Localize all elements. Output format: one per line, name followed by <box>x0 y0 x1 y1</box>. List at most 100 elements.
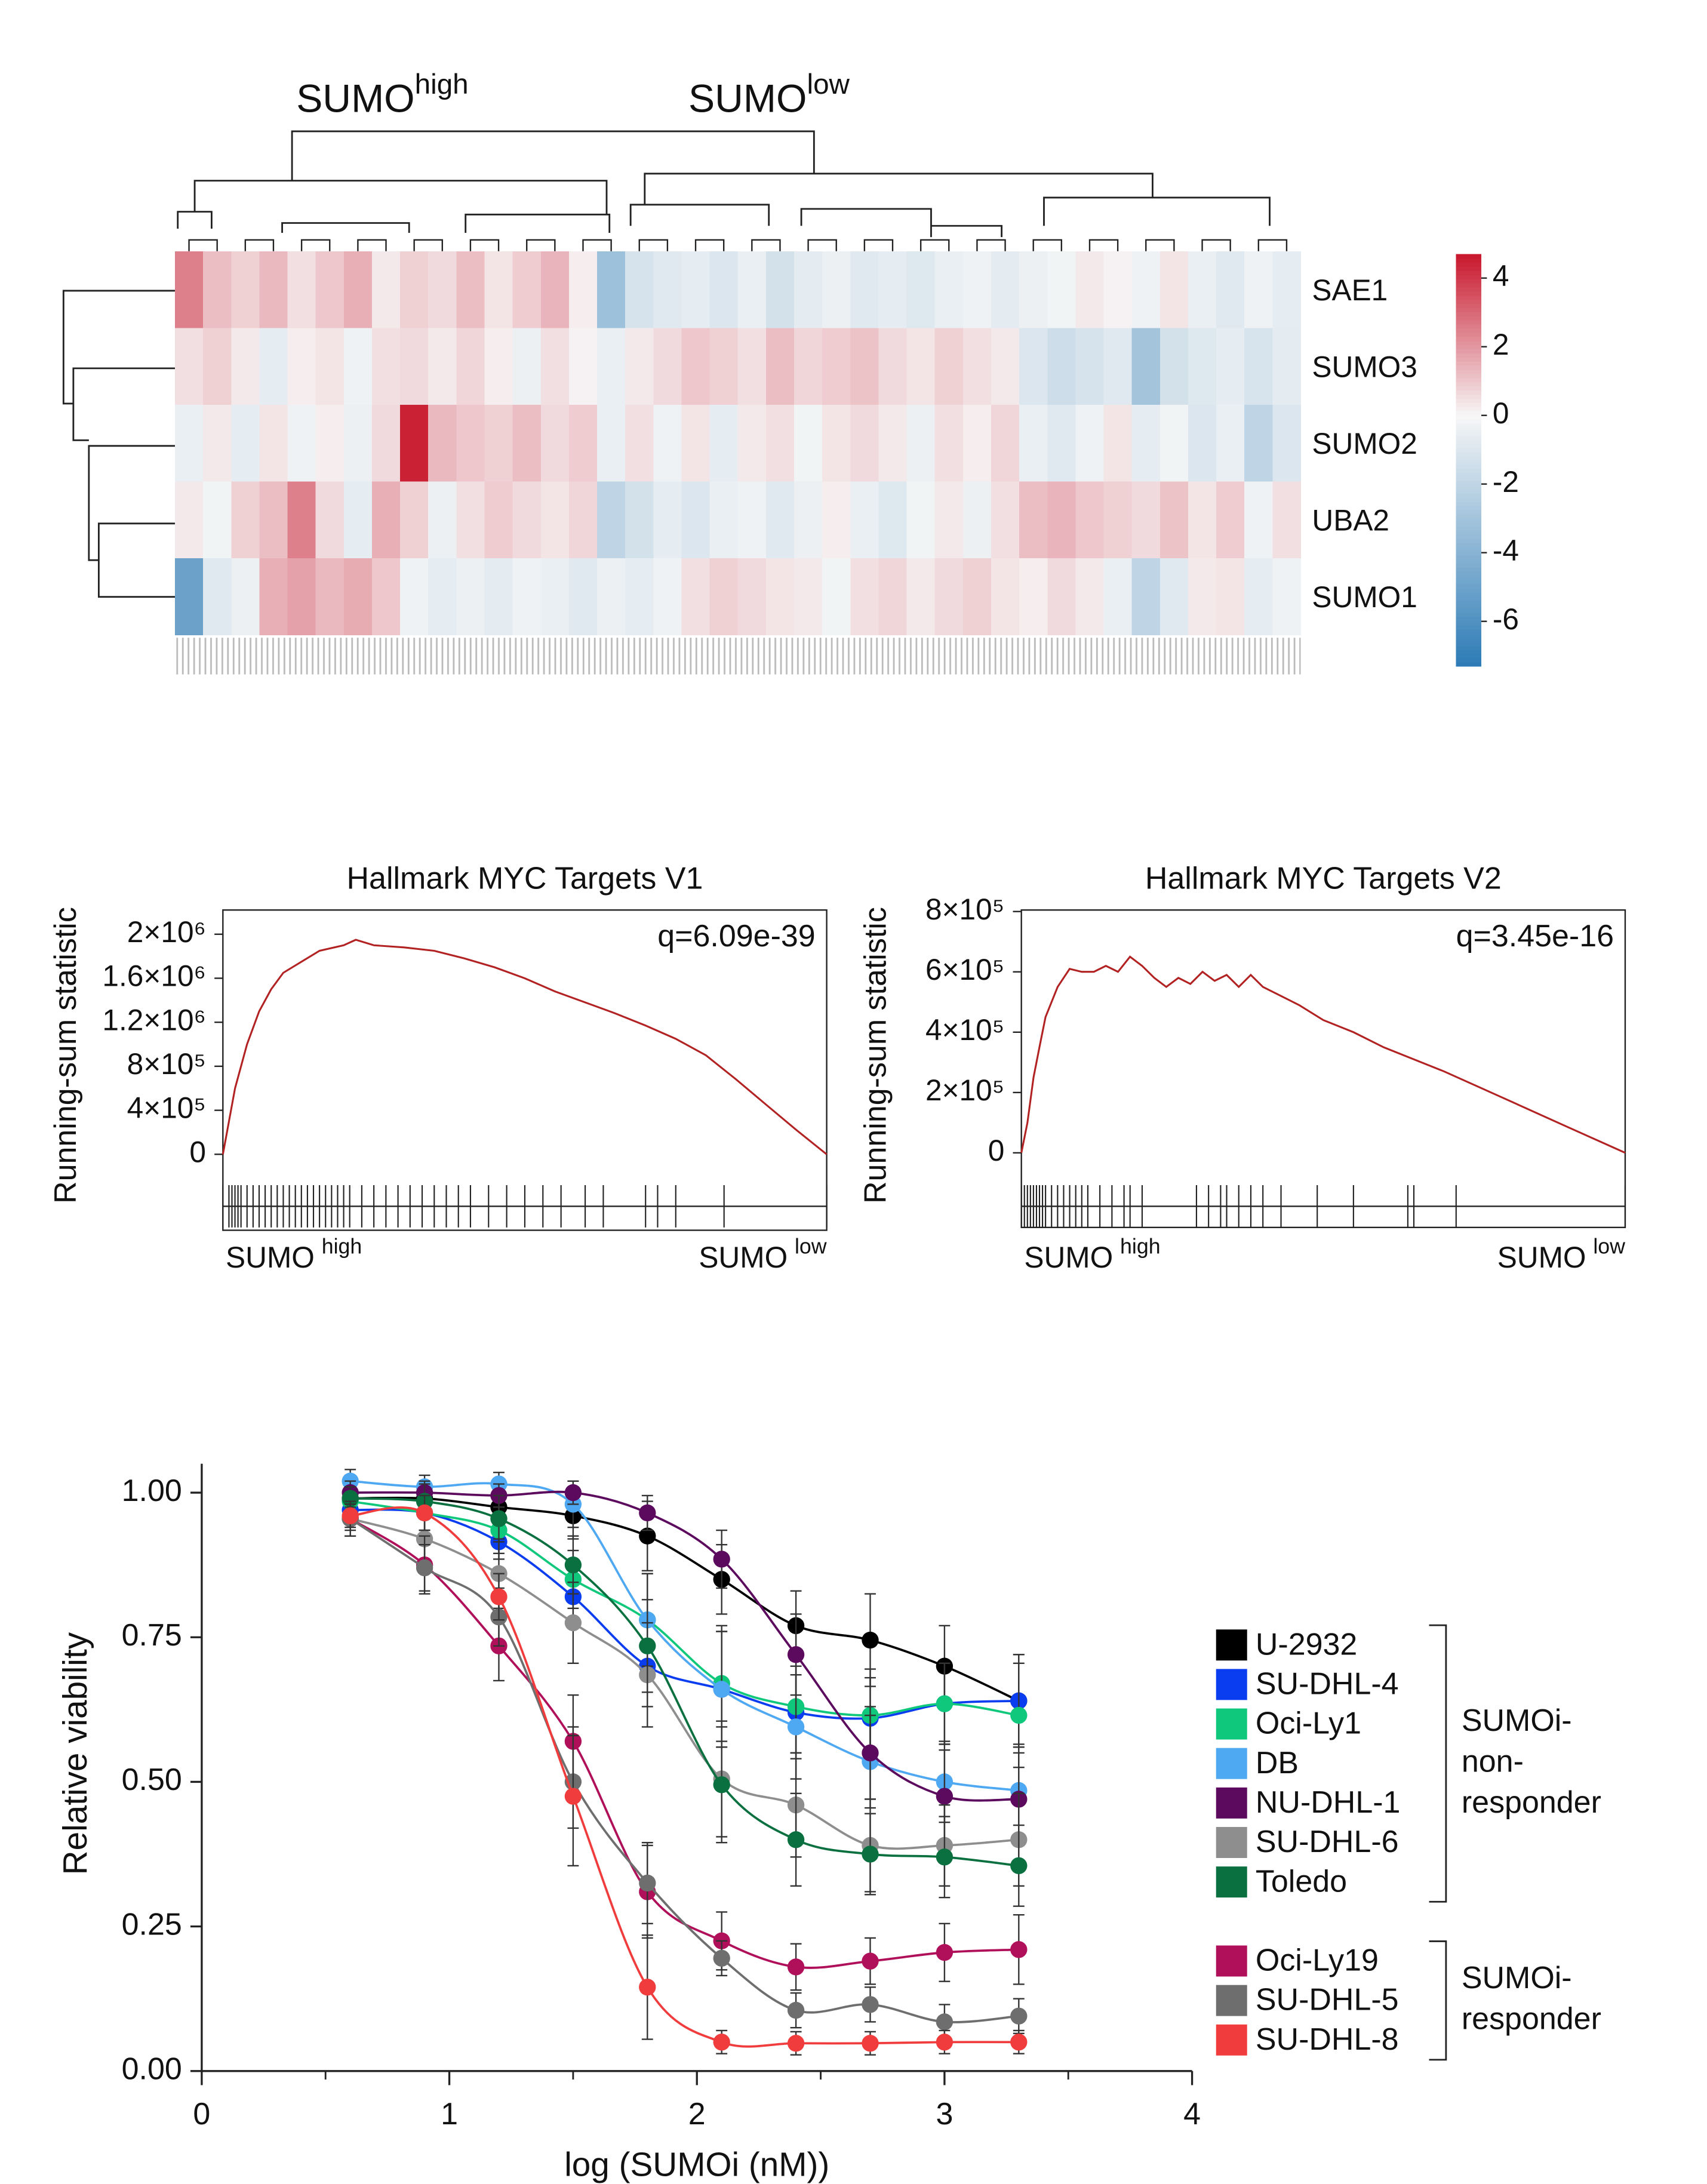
heatmap-cell <box>822 251 851 329</box>
data-point <box>490 1510 508 1527</box>
top-dendrogram-branches <box>177 173 1271 238</box>
colorbar-step <box>1456 447 1481 453</box>
heatmap-cell <box>1075 558 1105 636</box>
dendrogram-leaf <box>1257 239 1288 251</box>
data-point <box>1010 1857 1028 1875</box>
colorbar-step <box>1456 562 1481 568</box>
data-point <box>1010 1941 1028 1958</box>
legend-swatch <box>1216 1985 1247 2016</box>
heatmap-cell <box>287 404 316 482</box>
data-point <box>787 1831 805 1848</box>
y-tick-label: 1.00 <box>122 1474 182 1508</box>
colorbar-step <box>1456 521 1481 527</box>
colorbar-step <box>1456 303 1481 309</box>
y-tick-label: 0.50 <box>122 1762 182 1797</box>
y-tick-label: 2×10⁵ <box>925 1073 1004 1107</box>
heatmap-cell <box>203 251 232 329</box>
colorbar-step <box>1456 583 1481 589</box>
y-tick-label: 0 <box>988 1134 1005 1167</box>
heatmap-cell <box>906 404 936 482</box>
cluster-label-main: SUMO <box>688 77 807 121</box>
legend-label: DB <box>1256 1746 1299 1780</box>
heatmap-cell <box>231 251 260 329</box>
data-point <box>936 1848 954 1866</box>
heatmap-cell <box>737 328 767 405</box>
heatmap-cell <box>906 251 936 329</box>
x-end-label: SUMO low <box>699 1235 826 1275</box>
colorbar-step <box>1456 612 1481 617</box>
data-point <box>639 1637 656 1654</box>
heatmap-cell <box>794 481 823 559</box>
heatmap-cell <box>484 251 513 329</box>
colorbar-step <box>1456 344 1481 350</box>
heatmap-cell <box>428 404 457 482</box>
data-point <box>787 1958 805 1976</box>
heatmap-cell <box>991 404 1020 482</box>
legend-label: Oci-Ly19 <box>1256 1943 1379 1978</box>
heatmap-cell <box>878 558 908 636</box>
heatmap-cell <box>1047 558 1077 636</box>
group-bracket <box>1429 1624 1447 1903</box>
heatmap-cell <box>174 328 204 405</box>
heatmap-cell <box>653 481 682 559</box>
colorbar-step <box>1456 460 1481 465</box>
heatmap-cell <box>315 328 345 405</box>
heatmap-cell <box>540 404 570 482</box>
colorbar-step <box>1456 353 1481 358</box>
dendrogram-leaf <box>694 239 725 251</box>
colorbar-step <box>1456 542 1481 547</box>
data-point <box>490 1588 508 1605</box>
heatmap-cell <box>1103 404 1133 482</box>
colorbar-step <box>1456 266 1481 272</box>
heatmap-cell <box>597 481 626 559</box>
heatmap-cell <box>456 481 485 559</box>
heatmap-cell <box>484 404 513 482</box>
heatmap-cell <box>962 328 992 405</box>
data-point <box>1010 2034 1028 2051</box>
data-point <box>787 2001 805 2019</box>
data-point <box>639 1874 656 1892</box>
heatmap-cell <box>1075 328 1105 405</box>
x-tick-label: 0 <box>193 2097 210 2131</box>
heatmap-cell <box>259 328 288 405</box>
y-tick-label: 1.2×10⁶ <box>102 1003 206 1036</box>
heatmap-cell <box>737 481 767 559</box>
x-tick-label: 3 <box>936 2097 953 2131</box>
legend-label: SU-DHL-4 <box>1256 1666 1399 1701</box>
heatmap-cell <box>1216 481 1245 559</box>
heatmap-cell <box>343 328 373 405</box>
colorbar-step <box>1456 546 1481 552</box>
heatmap-cell <box>1216 328 1245 405</box>
heatmap-cell <box>484 328 513 405</box>
heatmap-cell <box>174 481 204 559</box>
colorbar-step <box>1456 571 1481 576</box>
y-axis-label: Running-sum statistic <box>858 907 893 1204</box>
heatmap-cell <box>625 481 654 559</box>
colorbar-step <box>1456 287 1481 292</box>
colorbar-step <box>1456 641 1481 646</box>
heatmap-cell <box>1159 251 1189 329</box>
y-tick-label: 1.6×10⁶ <box>102 959 206 993</box>
data-point <box>564 1788 582 1805</box>
heatmap-cell <box>709 481 739 559</box>
fit-curve <box>349 1518 1019 1969</box>
heatmap-cell <box>765 481 795 559</box>
colorbar-step <box>1456 431 1481 436</box>
dendrogram-leaf <box>469 239 500 251</box>
heatmap-cell <box>934 404 964 482</box>
heatmap-cell <box>1272 404 1302 482</box>
heatmap-cell <box>597 558 626 636</box>
heatmap-cell <box>343 404 373 482</box>
x-tick-label: 4 <box>1183 2097 1201 2131</box>
data-point <box>862 1996 879 2013</box>
dendrogram-leaf <box>1032 239 1063 251</box>
heatmap-cell <box>625 558 654 636</box>
dendrogram-leaf <box>244 239 275 251</box>
colorbar-step <box>1456 550 1481 556</box>
colorbar-step <box>1456 414 1481 420</box>
heatmap-cell <box>456 404 485 482</box>
y-tick-label: 8×10⁵ <box>925 893 1004 926</box>
colorbar-step <box>1456 291 1481 296</box>
